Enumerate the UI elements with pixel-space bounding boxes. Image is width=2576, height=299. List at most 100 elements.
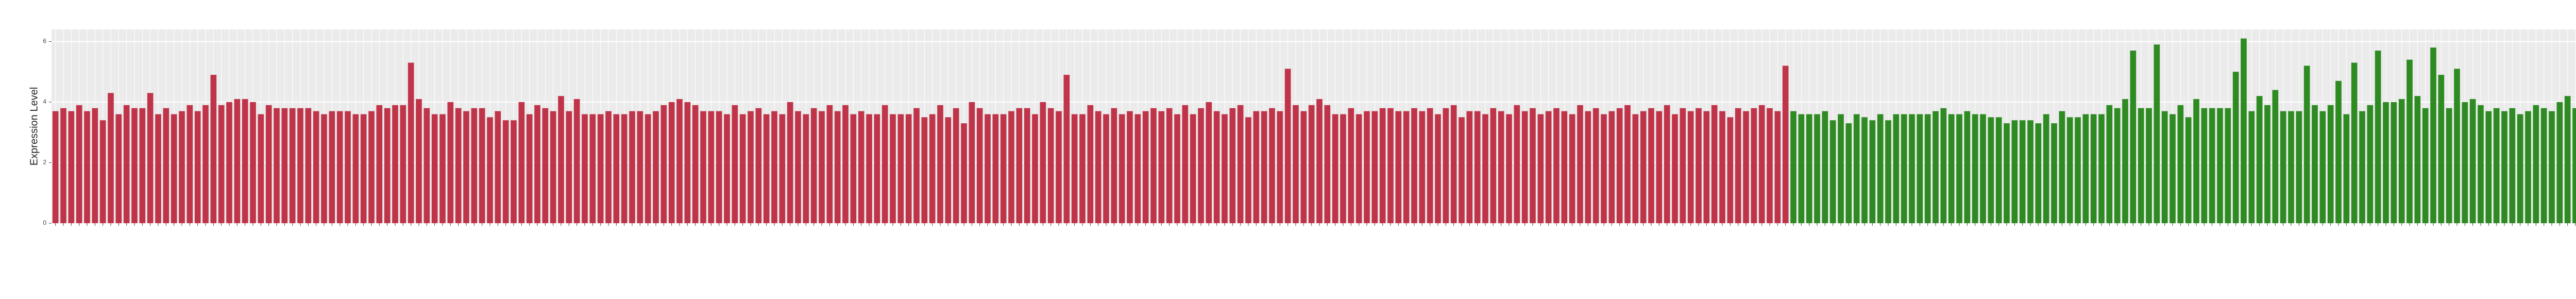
bar [1000, 114, 1007, 223]
bar [890, 114, 896, 223]
bar [1206, 102, 1212, 223]
bar [218, 105, 225, 223]
bar [795, 111, 801, 223]
bar [2232, 72, 2239, 223]
bar [1166, 108, 1173, 223]
bar [1253, 111, 1260, 223]
bar [447, 102, 454, 223]
bar [1158, 111, 1165, 223]
bar [882, 105, 888, 223]
bar [2383, 102, 2389, 223]
bar [1521, 111, 1528, 223]
bar [1364, 111, 1370, 223]
bar [826, 105, 833, 223]
bar [1956, 114, 1962, 223]
bar [2327, 105, 2334, 223]
bar [360, 114, 367, 223]
bar [258, 114, 264, 223]
bar [2130, 51, 2137, 223]
bar [1624, 105, 1631, 223]
bar [1371, 111, 1378, 223]
bar [495, 111, 501, 223]
bar [716, 111, 722, 223]
bar [352, 114, 359, 223]
bar [68, 111, 75, 223]
bar [2303, 65, 2310, 223]
bar [645, 114, 651, 223]
bar [1435, 114, 1441, 223]
bar [2335, 80, 2342, 223]
bar [1577, 105, 1583, 223]
bar [1118, 114, 1125, 223]
bar [1585, 111, 1591, 223]
bar [265, 105, 272, 223]
bar [313, 111, 319, 223]
bar [479, 108, 485, 223]
bar [1387, 108, 1394, 223]
bar [1324, 105, 1331, 223]
bar [2485, 111, 2492, 223]
bar [297, 108, 303, 223]
bar [1877, 114, 1884, 223]
bar [2154, 44, 2160, 223]
bar [582, 114, 588, 223]
bar [400, 105, 406, 223]
bar [2161, 111, 2168, 223]
bar [2264, 105, 2270, 223]
y-tick-label: 0 [43, 219, 46, 226]
bar [250, 102, 256, 223]
bar [1972, 114, 1978, 223]
bar [748, 111, 754, 223]
bar [1948, 114, 1955, 223]
bar [779, 114, 786, 223]
bar [1893, 114, 1900, 223]
bar [542, 108, 549, 223]
bar [1592, 108, 1599, 223]
bar [2225, 108, 2231, 223]
bar [1277, 111, 1283, 223]
bar [2090, 114, 2097, 223]
bar [1909, 114, 1915, 223]
bar [1822, 111, 1828, 223]
bar [724, 114, 730, 223]
bar [1024, 108, 1030, 223]
bar [526, 114, 533, 223]
bar [2406, 59, 2413, 223]
bar [305, 108, 312, 223]
bar [1213, 111, 1220, 223]
bar [179, 111, 185, 223]
bar [60, 108, 66, 223]
bar [1450, 105, 1457, 223]
bar [2312, 105, 2318, 223]
bar [2462, 102, 2468, 223]
bar [1427, 108, 1433, 223]
bar [2185, 117, 2192, 223]
bar [147, 93, 154, 223]
bar [929, 114, 936, 223]
bar [1071, 114, 1078, 223]
bar [897, 114, 904, 223]
bar [1063, 75, 1070, 223]
bar [2043, 114, 2049, 223]
bar [1735, 108, 1741, 223]
bar [123, 105, 130, 223]
bar [992, 114, 999, 223]
bar [969, 102, 975, 223]
bar [1348, 108, 1354, 223]
bar [2493, 108, 2500, 223]
bar [281, 108, 288, 223]
bar [2319, 111, 2326, 223]
bar [2367, 105, 2374, 223]
bar [566, 111, 572, 223]
bar [1308, 105, 1315, 223]
bar [2082, 114, 2089, 223]
bar [2572, 108, 2576, 223]
bar [439, 114, 446, 223]
bar [416, 99, 422, 223]
bar [732, 105, 738, 223]
bar [2248, 111, 2255, 223]
bar [2193, 99, 2199, 223]
bar [108, 93, 114, 223]
bar [534, 105, 540, 223]
